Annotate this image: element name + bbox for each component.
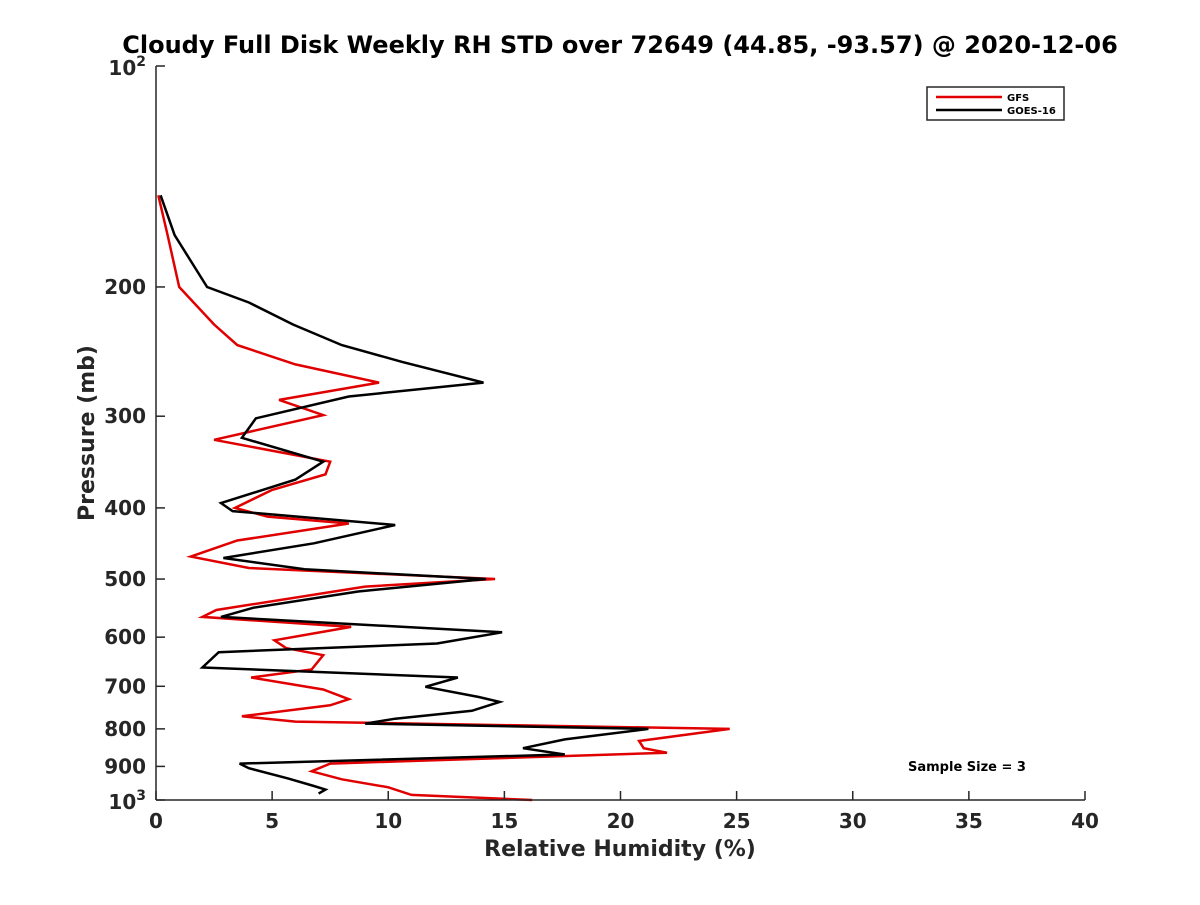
y-tick-label: 300 <box>104 404 146 428</box>
x-tick-label: 0 <box>149 809 163 833</box>
x-tick-label: 30 <box>839 809 867 833</box>
y-tick-label: 700 <box>104 674 146 698</box>
y-axis-label: Pressure (mb) <box>75 345 100 521</box>
y-tick-label: 400 <box>104 496 146 520</box>
chart-title: Cloudy Full Disk Weekly RH STD over 7264… <box>122 31 1118 59</box>
y-tick-label: 103 <box>108 788 146 814</box>
series-line-gfs <box>157 195 730 802</box>
y-tick-label: 200 <box>104 275 146 299</box>
x-tick-label: 20 <box>607 809 635 833</box>
legend-label-goes16: GOES-16 <box>1007 106 1056 117</box>
legend-label-gfs: GFS <box>1007 93 1029 104</box>
legend: GFS GOES-16 <box>926 86 1065 121</box>
x-tick-label: 5 <box>265 809 279 833</box>
series-layer <box>157 194 730 802</box>
y-ticks: 102 200 300 400 500 600 700 800 900 103 <box>104 54 165 814</box>
y-tick-label: 600 <box>104 625 146 649</box>
legend-box <box>926 86 1065 121</box>
x-tick-label: 10 <box>374 809 402 833</box>
x-tick-label: 15 <box>490 809 518 833</box>
y-tick-label: 102 <box>108 54 146 80</box>
series-line-goes16 <box>159 194 649 795</box>
plot-area <box>156 66 1085 800</box>
x-ticks: 0 5 10 15 20 25 30 35 40 <box>149 791 1099 833</box>
y-tick-label: 900 <box>104 754 146 778</box>
x-axis-label: Relative Humidity (%) <box>484 837 756 862</box>
x-tick-label: 40 <box>1071 809 1099 833</box>
x-tick-label: 25 <box>723 809 751 833</box>
x-tick-label: 35 <box>955 809 983 833</box>
y-tick-label: 800 <box>104 717 146 741</box>
sample-size-annotation: Sample Size = 3 <box>908 760 1026 775</box>
y-tick-label: 500 <box>104 567 146 591</box>
